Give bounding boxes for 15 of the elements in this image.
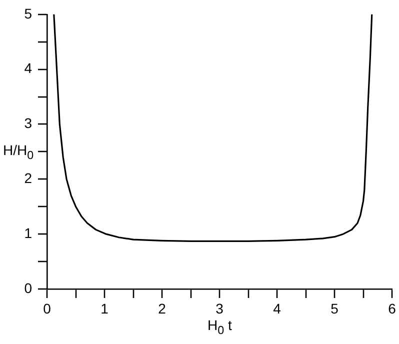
- x-tick-label: 1: [100, 300, 109, 316]
- y-tick-label: 0: [24, 280, 32, 296]
- x-tick-label: 4: [273, 300, 282, 316]
- x-tick-label: 5: [330, 300, 339, 316]
- y-tick-label: 1: [24, 224, 32, 241]
- x-axis-title: H$_{0}$ t: [208, 317, 232, 337]
- y-tick-label: 3: [24, 115, 32, 132]
- x-tick-label: 6: [388, 300, 396, 316]
- y-tick-label: 2: [24, 170, 32, 186]
- x-tick-label: 0: [43, 300, 52, 316]
- y-axis-title: H/H$_{0}$: [3, 142, 34, 162]
- x-tick-label: 3: [216, 300, 224, 316]
- x-tick-label: 2: [158, 300, 166, 316]
- y-tick-label: 4: [24, 60, 32, 76]
- y-tick-label: 5: [24, 5, 32, 22]
